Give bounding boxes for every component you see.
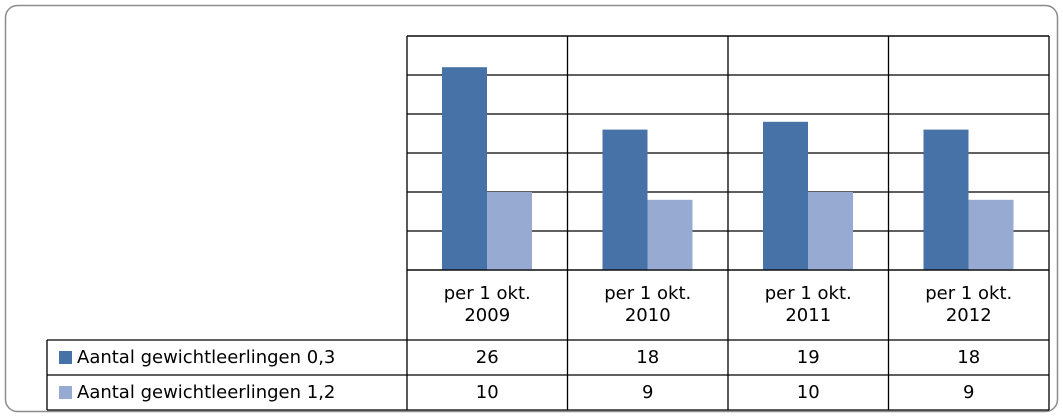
- data-table-value: 10: [728, 375, 889, 410]
- bar: [442, 67, 487, 270]
- data-table-value-text: 19: [796, 346, 820, 368]
- x-tick-label-text: per 1 okt. 2011: [764, 283, 852, 326]
- bar: [923, 129, 969, 270]
- bar: [808, 192, 853, 270]
- data-table-value-text: 18: [636, 346, 660, 368]
- legend-swatch: [59, 386, 72, 399]
- x-tick-label-text: per 1 okt. 2010: [604, 283, 692, 326]
- x-tick-label: per 1 okt. 2011: [728, 270, 889, 340]
- data-table-value-text: 10: [796, 381, 820, 403]
- bar: [647, 199, 693, 270]
- data-table-value: 19: [728, 340, 889, 375]
- data-table-value: 18: [568, 340, 729, 375]
- bar: [487, 192, 532, 270]
- x-tick-label: per 1 okt. 2012: [889, 270, 1050, 340]
- bar: [602, 129, 648, 270]
- data-table-value: 18: [889, 340, 1050, 375]
- data-table-value: 9: [568, 375, 729, 410]
- bar: [763, 121, 808, 270]
- data-table-value: 26: [407, 340, 568, 375]
- x-tick-label: per 1 okt. 2009: [407, 270, 568, 340]
- data-table-value: 10: [407, 375, 568, 410]
- legend-entry: Aantal gewichtleerlingen 1,2: [59, 375, 335, 410]
- legend-label: Aantal gewichtleerlingen 1,2: [77, 382, 336, 403]
- legend-entry: Aantal gewichtleerlingen 0,3: [59, 340, 335, 375]
- data-table-value-text: 18: [957, 346, 981, 368]
- legend-swatch: [59, 351, 72, 364]
- data-table-value-text: 26: [475, 346, 499, 368]
- data-table-value-text: 9: [642, 381, 654, 403]
- x-tick-label-text: per 1 okt. 2012: [925, 283, 1013, 326]
- x-tick-label: per 1 okt. 2010: [568, 270, 729, 340]
- data-table-value-text: 9: [963, 381, 975, 403]
- data-table-value-text: 10: [475, 381, 499, 403]
- x-tick-label-text: per 1 okt. 2009: [443, 283, 531, 326]
- legend-label: Aantal gewichtleerlingen 0,3: [77, 347, 336, 368]
- bar: [968, 199, 1014, 270]
- data-table-value: 9: [889, 375, 1050, 410]
